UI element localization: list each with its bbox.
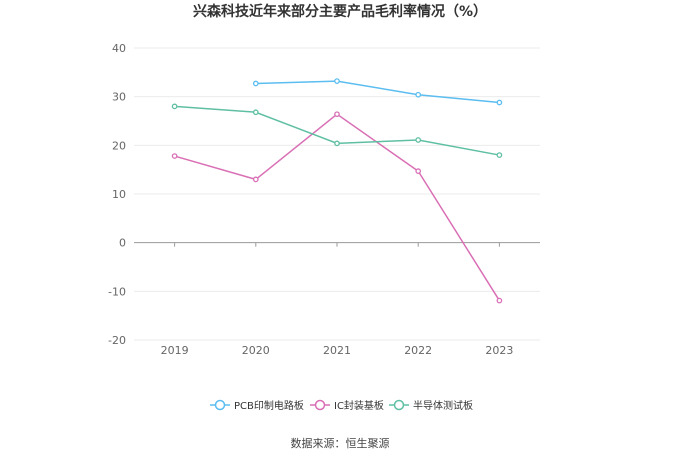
data-point[interactable] — [171, 103, 178, 110]
data-point[interactable] — [415, 91, 422, 98]
data-point[interactable] — [415, 137, 422, 143]
series-group — [171, 78, 503, 304]
data-source: 数据来源：恒生聚源 — [291, 436, 390, 450]
legend-item[interactable]: PCB印制电路板 — [210, 399, 304, 412]
data-point[interactable] — [334, 78, 340, 84]
y-tick-label: 30 — [112, 91, 126, 104]
legend-label: 半导体测试板 — [413, 399, 473, 412]
legend-marker — [214, 399, 226, 411]
x-axis: 2019 2020 2021 2022 2023 — [161, 242, 513, 357]
data-point[interactable] — [496, 297, 503, 304]
legend-item[interactable]: 半导体测试板 — [389, 399, 473, 412]
data-point[interactable] — [496, 152, 503, 158]
series-2 — [171, 103, 503, 158]
legend[interactable]: PCB印制电路板 IC封装基板 半导体测试板 — [210, 399, 473, 412]
y-tick-label: 20 — [112, 139, 126, 152]
data-point[interactable] — [334, 111, 340, 118]
data-point[interactable] — [171, 153, 178, 159]
data-point[interactable] — [252, 176, 259, 183]
x-tick-label: 2023 — [485, 344, 513, 357]
y-tick-label: 0 — [119, 237, 126, 250]
data-point[interactable] — [334, 140, 340, 147]
x-tick-label: 2020 — [242, 344, 270, 357]
legend-label: PCB印制电路板 — [234, 399, 304, 412]
legend-label: IC封装基板 — [334, 399, 384, 412]
legend-marker — [314, 399, 326, 411]
data-point[interactable] — [415, 168, 422, 174]
y-tick-label: 40 — [112, 42, 126, 55]
grid-lines — [134, 47, 540, 341]
series-1 — [171, 111, 503, 304]
y-tick-label: -20 — [108, 334, 126, 347]
x-tick-label: 2019 — [161, 344, 189, 357]
chart-title: 兴森科技近年来部分主要产品毛利率情况（%） — [193, 3, 487, 20]
y-tick-label: -10 — [108, 285, 126, 298]
x-tick-label: 2022 — [404, 344, 432, 357]
data-point[interactable] — [252, 80, 259, 87]
series-0 — [252, 78, 503, 106]
data-point[interactable] — [496, 99, 503, 106]
series-line — [255, 80, 500, 104]
legend-item[interactable]: IC封装基板 — [310, 399, 384, 412]
y-axis: 40 30 20 10 0 -10 -20 — [108, 42, 126, 347]
x-tick-label: 2021 — [323, 344, 351, 357]
legend-marker — [393, 399, 405, 411]
data-point[interactable] — [252, 109, 259, 116]
y-tick-label: 10 — [112, 188, 126, 201]
